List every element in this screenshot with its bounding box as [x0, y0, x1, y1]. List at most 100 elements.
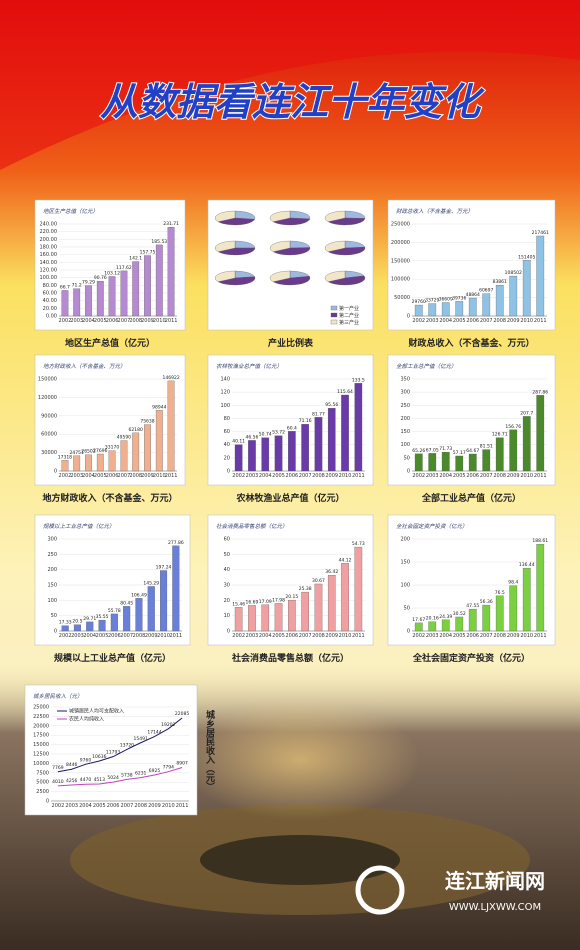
- value-label: 17.33: [59, 620, 72, 626]
- bar: [73, 288, 81, 317]
- value-label: 103.12: [104, 270, 120, 276]
- x-tick-label: 2009: [325, 473, 338, 479]
- value-label: 57.17: [453, 450, 466, 456]
- caption: 全社会固定资产投资（亿元）: [412, 652, 530, 664]
- y-tick-label: 300: [400, 390, 410, 396]
- bar: [441, 619, 450, 632]
- x-tick-label: 2009: [141, 318, 154, 324]
- pie-slice: [324, 210, 346, 222]
- pie-slice: [324, 270, 346, 282]
- bar: [98, 619, 106, 632]
- value-label: 79.29: [82, 280, 95, 286]
- x-tick-label: 2007: [118, 473, 131, 479]
- y-tick-label: 60: [224, 537, 230, 543]
- x-tick-label: 2008: [312, 633, 325, 639]
- value-label: 142.1: [129, 256, 142, 262]
- y-tick-label: 20: [224, 455, 230, 461]
- value-label: 106.49: [131, 592, 147, 598]
- value-label: 67.05: [426, 447, 439, 453]
- chart-title: 地区生产总值（亿元）: [43, 208, 98, 215]
- x-tick-label: 2011: [165, 473, 178, 479]
- x-tick-label: 2003: [426, 633, 439, 639]
- bar: [327, 408, 336, 472]
- y-tick-label: 100: [220, 403, 230, 409]
- bar: [160, 570, 168, 632]
- y-tick-label: 60000: [41, 432, 57, 438]
- y-tick-label: 150: [400, 560, 410, 566]
- y-tick-label: 220.00: [40, 229, 58, 235]
- chart-title: 财政总收入（不含基金、万元）: [396, 208, 473, 215]
- value-label: 71.73: [439, 446, 452, 452]
- bar: [248, 440, 256, 472]
- bar: [61, 625, 69, 632]
- pie-slice: [344, 210, 366, 219]
- x-tick-label: 2004: [259, 633, 272, 639]
- pie-slice: [289, 240, 311, 249]
- chart-title: 全部工业总产值（亿元）: [396, 363, 457, 370]
- x-tick-label: 2003: [246, 633, 259, 639]
- lights: [180, 700, 420, 820]
- bar: [61, 290, 69, 317]
- x-tick-label: 2010: [153, 473, 166, 479]
- headline: 从数据看连江十年变化: [100, 80, 485, 124]
- swoosh: [0, 0, 580, 170]
- pie-slice: [269, 210, 291, 222]
- y-tick-label: 50: [51, 613, 57, 619]
- chart-title: 社会消费品零售总额（亿元）: [216, 523, 288, 530]
- y-tick-label: 0: [227, 629, 230, 635]
- bar: [482, 293, 491, 317]
- value-label: 4010: [52, 779, 64, 785]
- y-tick-label: 100: [400, 583, 410, 589]
- value-label: 188.61: [532, 538, 548, 544]
- bar: [85, 285, 92, 317]
- bar: [354, 383, 363, 472]
- x-tick-label: 2011: [352, 473, 365, 479]
- y-tick-label: 100: [47, 598, 57, 604]
- value-label: 17.09: [259, 599, 272, 605]
- y-tick-label: 160.00: [40, 252, 58, 258]
- value-label: 95.56: [325, 402, 338, 408]
- caption: 产业比例表: [268, 337, 314, 349]
- x-tick-label: 2006: [285, 633, 298, 639]
- x-tick-label: 2011: [165, 318, 178, 324]
- x-tick-label: 2008: [493, 633, 506, 639]
- value-label: 17144: [147, 730, 161, 736]
- x-tick-label: 2010: [339, 633, 352, 639]
- y-tick-label: 20000: [33, 723, 49, 729]
- legend-swatch: [330, 312, 338, 318]
- y-tick-label: 0.00: [46, 314, 57, 320]
- y-tick-label: 90000: [41, 413, 57, 419]
- value-label: 76.5: [495, 590, 505, 596]
- bar: [482, 449, 491, 472]
- y-tick-label: 250: [400, 403, 410, 409]
- chart-title: 全社会固定资产投资（亿元）: [396, 523, 468, 530]
- x-tick-label: 2005: [453, 473, 466, 479]
- value-label: 231.71: [163, 221, 179, 227]
- y-tick-label: 40.00: [43, 298, 57, 304]
- value-label: 25.38: [299, 586, 312, 592]
- x-tick-label: 2010: [339, 473, 352, 479]
- y-tick-label: 140: [220, 377, 230, 383]
- value-label: 10636: [92, 754, 106, 760]
- line: [57, 717, 183, 773]
- value-label: 156.76: [505, 424, 521, 430]
- legend-swatch: [330, 319, 338, 325]
- bar: [132, 432, 140, 472]
- y-tick-label: 200: [47, 567, 57, 573]
- x-tick-label: 2009: [325, 633, 338, 639]
- x-tick-label: 2002: [232, 473, 245, 479]
- value-label: 11793: [106, 750, 120, 756]
- x-tick-label: 2011: [169, 633, 182, 639]
- value-label: 65.26: [412, 448, 425, 454]
- y-tick-label: 12500: [33, 752, 49, 758]
- value-label: 39736: [452, 295, 466, 301]
- x-tick-label: 2007: [120, 633, 133, 639]
- x-tick-label: 2006: [466, 633, 479, 639]
- pie-slice: [214, 240, 236, 252]
- x-tick-label: 2002: [412, 473, 425, 479]
- x-tick-label: 2008: [493, 318, 506, 324]
- bar: [144, 424, 151, 472]
- y-tick-label: 60: [224, 429, 230, 435]
- y-tick-label: 150: [400, 429, 410, 435]
- value-label: 133.5: [352, 377, 365, 383]
